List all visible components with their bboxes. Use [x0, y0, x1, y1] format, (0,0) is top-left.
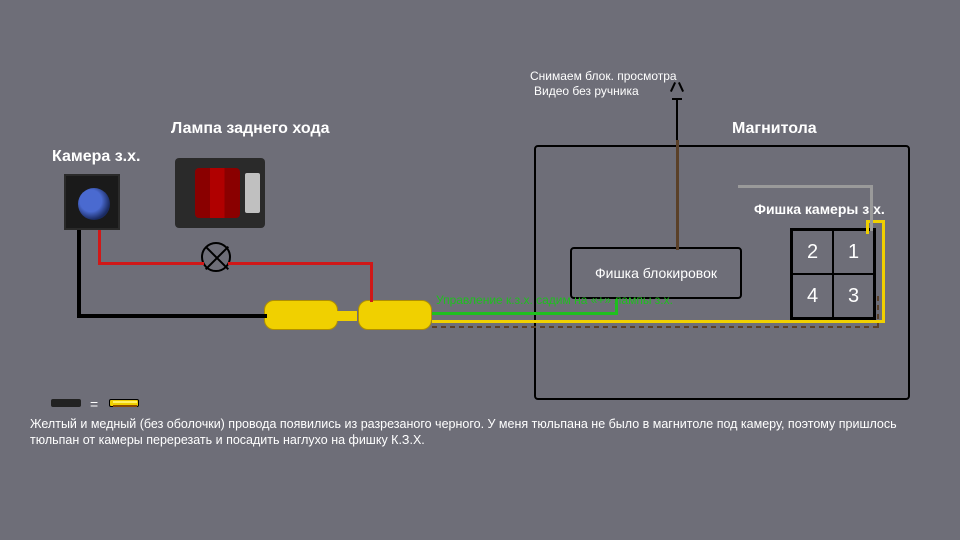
top-note-1: Снимаем блок. просмотра — [530, 69, 677, 83]
lockbox: Фишка блокировок — [570, 247, 742, 299]
taillight-photo — [175, 158, 265, 228]
footnote: Желтый и медный (без оболочки) провода п… — [30, 416, 930, 449]
antenna-stem — [676, 100, 678, 140]
pin-4: 4 — [792, 274, 833, 318]
camera-device — [64, 174, 120, 230]
wire-red — [370, 262, 373, 302]
wire-yellow — [866, 220, 869, 234]
wire-red — [98, 230, 101, 265]
pin-1: 1 — [833, 230, 874, 274]
wire-yellow — [432, 320, 885, 323]
wire-green — [432, 312, 618, 315]
control-label: Управление к.з.х. садим на «+» лампы з.х… — [436, 293, 673, 307]
rca-left — [264, 300, 338, 330]
wire-yellow — [882, 220, 885, 323]
wire-black — [77, 314, 267, 318]
pin-2: 2 — [792, 230, 833, 274]
reverse-lamp-label: Лампа заднего хода — [171, 120, 330, 138]
wire-gray — [738, 185, 873, 188]
camera-label: Камера з.х. — [52, 148, 140, 166]
wire-brown — [432, 326, 879, 328]
wire-black — [77, 230, 81, 318]
antenna-icon — [672, 92, 682, 100]
lamp-symbol — [201, 242, 231, 272]
wire-gray — [870, 185, 873, 231]
camera-connector: 2 1 4 3 — [790, 228, 876, 320]
wire-brown — [676, 140, 679, 250]
wire-red — [228, 262, 373, 265]
wire-brown — [877, 296, 879, 328]
rca-right — [358, 300, 432, 330]
camera-lens — [78, 188, 110, 220]
legend-yellow-swatch — [109, 399, 139, 407]
legend-equals: = — [90, 396, 98, 412]
legend-black-swatch — [51, 399, 81, 407]
headunit-label: Магнитола — [732, 120, 817, 138]
wire-red — [98, 262, 204, 265]
top-note-2: Видео без ручника — [534, 84, 639, 98]
pin-3: 3 — [833, 274, 874, 318]
